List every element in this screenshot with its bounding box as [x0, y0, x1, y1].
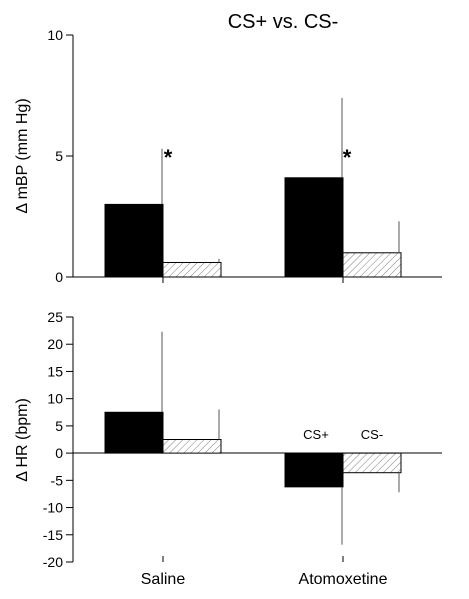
hr-bar-cs-minus [342, 452, 402, 474]
hr-y-tick-label: -15 [43, 527, 63, 543]
hr-bar-cs-plus [104, 411, 164, 454]
hr-y-tick-label: -5 [51, 472, 64, 488]
mbp-bars [104, 97, 402, 278]
hr-y-tick-label: 10 [47, 391, 63, 407]
mbp-y-tick-label: 5 [55, 148, 63, 164]
hr-y-tick-label: 20 [47, 336, 63, 352]
hr-y-axis: -20 -15 -10 -5 0 5 10 15 20 25 [43, 309, 74, 570]
chart-title: CS+ vs. CS- [228, 11, 339, 33]
hr-y-tick-label: -10 [43, 500, 63, 516]
mbp-x-ticks [162, 277, 344, 283]
category-label-saline: Saline [141, 571, 186, 588]
hr-panel: Δ HR (bpm) -20 -15 -10 -5 0 5 10 15 20 25 CS+ CS- [14, 309, 442, 570]
hr-y-axis-label: Δ HR (bpm) [14, 398, 31, 482]
legend-label-cs-plus: CS+ [303, 427, 329, 442]
category-label-atomoxetine: Atomoxetine [299, 571, 388, 588]
mbp-bar-cs-plus [284, 177, 344, 278]
hr-bar-cs-minus [162, 439, 222, 454]
hr-bars [104, 331, 402, 545]
mbp-bar-cs-minus [162, 261, 222, 278]
hr-y-tick-label: 0 [55, 445, 63, 461]
hr-y-tick-label: 25 [47, 309, 63, 325]
mbp-y-axis: 0 5 10 [47, 27, 74, 285]
hr-y-ticks: -20 -15 -10 -5 0 5 10 15 20 25 [43, 309, 73, 570]
hr-y-tick-label: 5 [55, 418, 63, 434]
sig-marker-atomoxetine: * [343, 145, 352, 170]
mbp-y-ticks: 0 5 10 [47, 27, 73, 285]
legend-label-cs-minus: CS- [361, 427, 383, 442]
hr-y-tick-label: -20 [43, 554, 63, 570]
mbp-panel: CS+ vs. CS- Δ mBP (mm Hg) 0 5 10 * * [14, 11, 442, 285]
hr-y-tick-label: 15 [47, 363, 63, 379]
mbp-y-axis-label: Δ mBP (mm Hg) [14, 98, 31, 213]
mbp-bar-cs-plus [104, 203, 164, 278]
hr-bar-cs-plus [284, 452, 344, 488]
hr-x-ticks [162, 556, 344, 562]
sig-marker-saline: * [164, 145, 173, 170]
mbp-y-tick-label: 0 [55, 269, 63, 285]
mbp-y-tick-label: 10 [47, 27, 63, 43]
mbp-bar-cs-minus [342, 252, 402, 278]
mbp-x-axis [73, 276, 442, 283]
